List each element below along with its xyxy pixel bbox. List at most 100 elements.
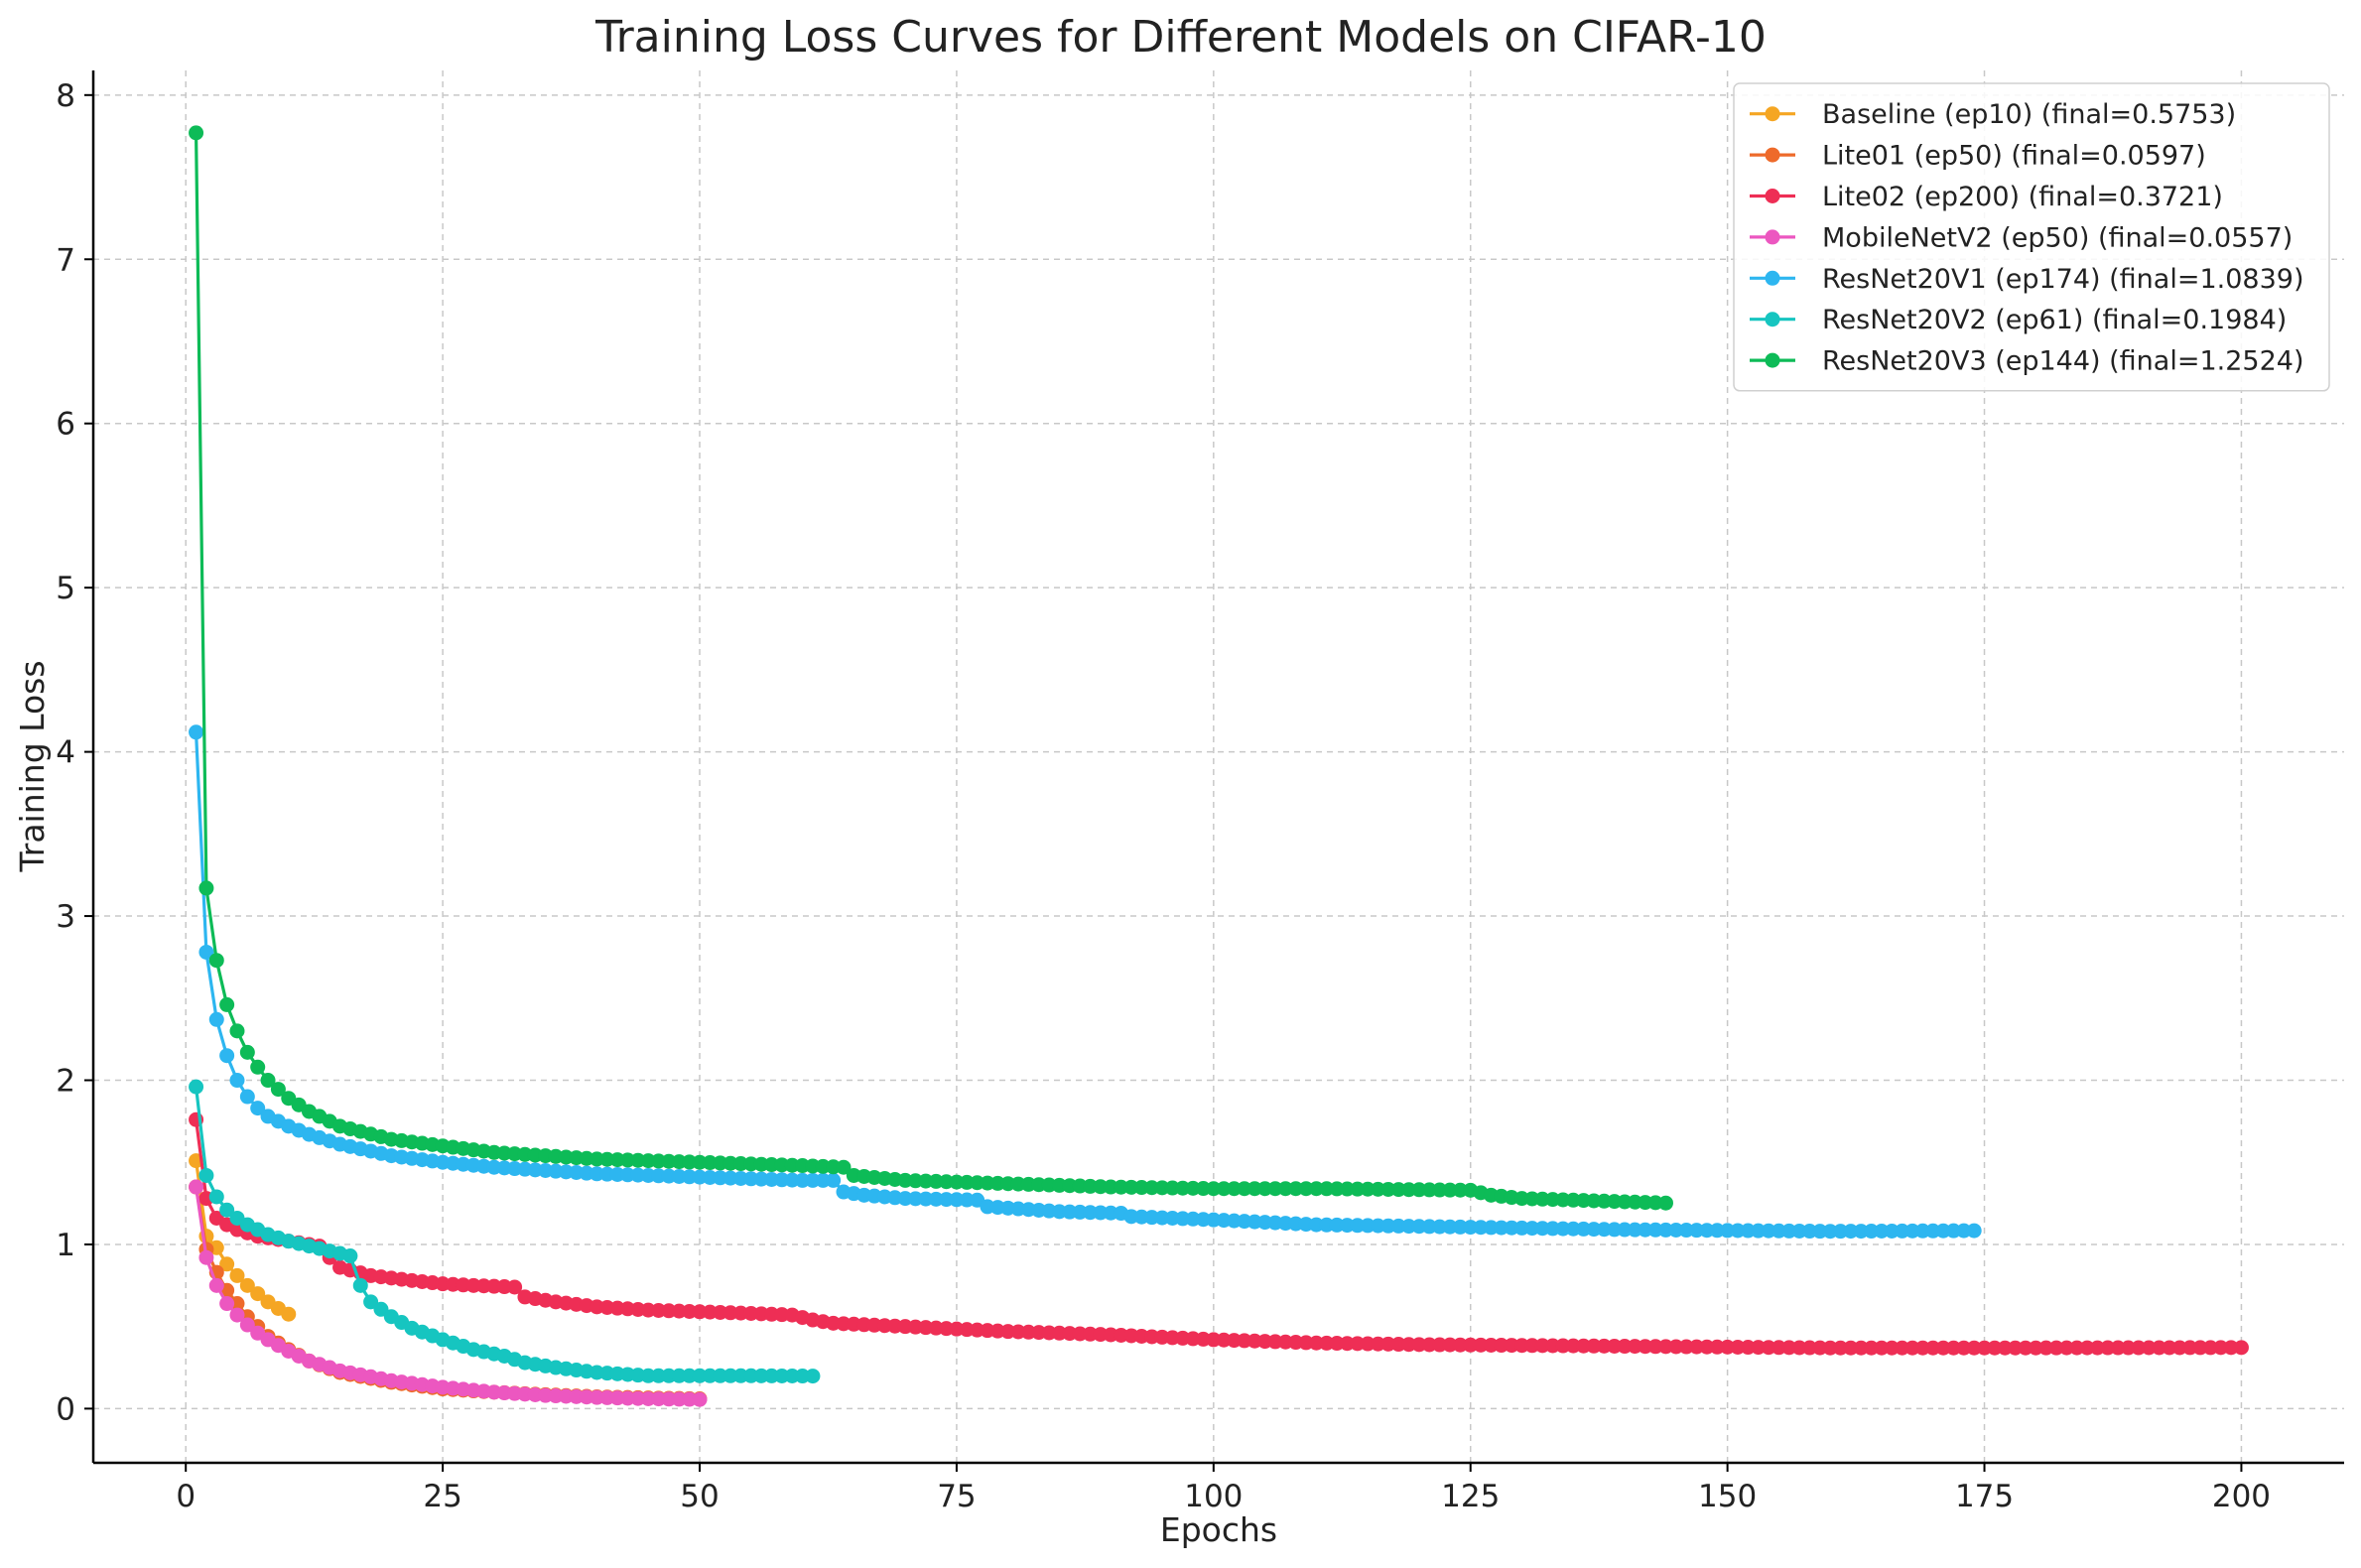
data-point: [1421, 1219, 1437, 1235]
data-point: [1371, 1336, 1386, 1352]
data-point: [1751, 1340, 1767, 1356]
data-point: [1411, 1337, 1427, 1353]
legend-swatch-marker: [1765, 147, 1780, 163]
series-2: [189, 1111, 2249, 1356]
series-line: [194, 731, 1975, 1234]
data-point: [1319, 1217, 1335, 1233]
series-line: [194, 1186, 701, 1401]
data-point: [1791, 1223, 1807, 1239]
data-point: [1884, 1340, 1900, 1356]
x-tick-label: 0: [176, 1479, 196, 1514]
x-tick-label: 50: [680, 1479, 719, 1514]
data-point: [1576, 1338, 1592, 1354]
data-point: [1833, 1340, 1849, 1356]
data-point: [1154, 1180, 1170, 1196]
data-point: [239, 1044, 255, 1060]
data-point: [2152, 1340, 2167, 1356]
axes: [91, 70, 2344, 1465]
data-point: [1319, 1335, 1335, 1351]
data-point: [1945, 1223, 1961, 1239]
data-point: [1329, 1336, 1345, 1352]
y-tick-label: 6: [56, 407, 75, 443]
data-point: [722, 1368, 738, 1383]
data-point: [250, 1286, 266, 1302]
data-point: [1339, 1181, 1355, 1197]
data-point: [2089, 1340, 2105, 1356]
data-point: [219, 1296, 235, 1312]
data-point: [774, 1368, 790, 1383]
data-point: [208, 1277, 224, 1293]
data-point: [795, 1369, 811, 1384]
data-point: [1627, 1339, 1642, 1355]
data-point: [189, 125, 204, 141]
legend-item: Baseline (ep10) (final=0.5753): [1750, 99, 2236, 130]
data-point: [198, 944, 214, 960]
x-ticks: 0 25 50 75 100 125 150 175 200: [176, 1463, 2271, 1514]
data-point: [1350, 1218, 1366, 1234]
data-point: [1380, 1181, 1396, 1197]
data-point: [507, 1279, 523, 1295]
data-point: [1617, 1222, 1633, 1238]
data-point: [1956, 1223, 1972, 1239]
data-point: [1504, 1220, 1519, 1236]
data-point: [753, 1368, 769, 1383]
data-point: [1678, 1223, 1694, 1239]
data-point: [743, 1368, 759, 1383]
data-point: [1442, 1337, 1458, 1353]
data-point: [1267, 1181, 1283, 1197]
data-point: [1730, 1223, 1746, 1239]
data-point: [2048, 1340, 2064, 1356]
data-point: [1524, 1338, 1540, 1354]
legend-item: Lite02 (ep200) (final=0.3721): [1750, 182, 2223, 212]
data-point: [1822, 1224, 1838, 1240]
data-point: [2192, 1340, 2208, 1356]
data-point: [1514, 1220, 1530, 1236]
data-point: [1709, 1223, 1725, 1239]
legend-swatch-marker: [1765, 352, 1780, 368]
data-point: [229, 1267, 245, 1283]
data-point: [1401, 1182, 1417, 1198]
data-point: [1904, 1223, 1920, 1239]
data-point: [1227, 1181, 1243, 1197]
data-point: [1545, 1221, 1561, 1237]
data-point: [189, 1179, 204, 1195]
data-point: [2008, 1340, 2024, 1356]
chart-title: Training Loss Curves for Different Model…: [594, 12, 1767, 63]
data-point: [826, 1172, 842, 1188]
data-point: [1812, 1224, 1828, 1240]
data-point: [795, 1172, 811, 1188]
data-point: [2038, 1340, 2054, 1356]
data-point: [1638, 1222, 1653, 1238]
data-point: [784, 1368, 800, 1383]
data-point: [1596, 1338, 1612, 1354]
data-point: [1411, 1182, 1427, 1198]
x-tick-label: 75: [937, 1479, 976, 1514]
data-point: [1206, 1181, 1222, 1197]
data-point: [2110, 1340, 2126, 1356]
x-tick-label: 125: [1441, 1479, 1500, 1514]
data-point: [2171, 1340, 2187, 1356]
data-point: [219, 1256, 235, 1272]
data-point: [764, 1368, 780, 1383]
data-point: [2018, 1340, 2033, 1356]
data-point: [1360, 1181, 1376, 1197]
data-point: [1874, 1223, 1890, 1239]
data-point: [1514, 1338, 1530, 1354]
data-point: [250, 1059, 266, 1075]
x-tick-label: 175: [1955, 1479, 2014, 1514]
data-point: [1277, 1181, 1293, 1197]
data-point: [208, 953, 224, 969]
data-point: [2213, 1340, 2229, 1356]
data-point: [1771, 1340, 1786, 1356]
data-point: [1977, 1340, 1993, 1356]
data-point: [1576, 1221, 1592, 1237]
data-point: [1657, 1222, 1673, 1238]
data-point: [1103, 1179, 1118, 1195]
data-point: [198, 1167, 214, 1183]
data-point: [239, 1089, 255, 1105]
data-point: [1853, 1224, 1869, 1240]
data-point: [1914, 1223, 1930, 1239]
legend-swatch-marker: [1765, 189, 1780, 203]
data-point: [1801, 1340, 1817, 1356]
data-point: [1945, 1340, 1961, 1356]
